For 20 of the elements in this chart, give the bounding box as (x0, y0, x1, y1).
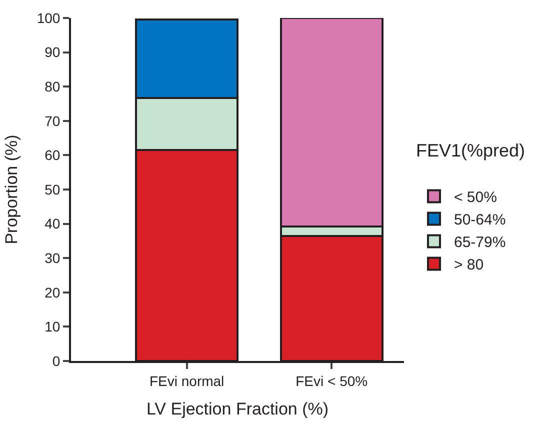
y-tick-label: 100 (36, 10, 60, 26)
y-axis-title: Proportion (%) (2, 134, 21, 244)
legend-title: FEV1(%pred) (416, 140, 526, 161)
y-tick-label: 90 (44, 44, 60, 60)
legend-label: < 50% (454, 189, 497, 206)
y-tick-label: 70 (44, 112, 60, 129)
x-tick-label: FEvi normal (149, 372, 224, 389)
y-tick-label: 50 (44, 181, 60, 198)
legend-label: 65-79% (454, 234, 506, 252)
y-tick-label: 30 (44, 250, 60, 266)
y-tick-label: 80 (44, 78, 60, 94)
y-tick-label: 20 (44, 284, 60, 300)
y-tick-label: 10 (44, 318, 60, 335)
y-tick-label: 60 (44, 147, 60, 164)
y-tick-label: 40 (44, 216, 60, 232)
x-axis-title: LV Ejection Fraction (%) (146, 400, 329, 419)
legend-label: 50-64% (454, 212, 506, 229)
legend-label: > 80 (454, 256, 484, 274)
y-tick-label: 0 (52, 352, 60, 369)
x-tick-label: FEvi < 50% (296, 372, 368, 389)
